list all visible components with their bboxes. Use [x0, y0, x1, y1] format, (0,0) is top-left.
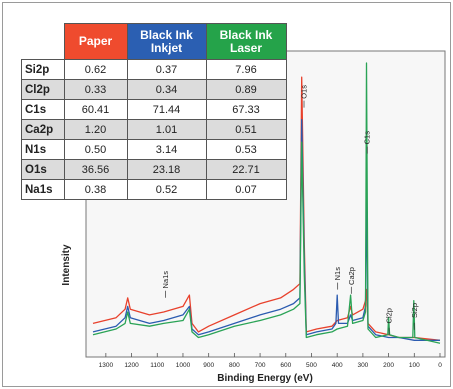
table-row: Ca2p 1.20 1.01 0.51 [21, 119, 287, 140]
element-cell: C1s [21, 99, 65, 120]
peak-label: Na1s [161, 271, 170, 289]
value-cell: 0.52 [126, 179, 207, 200]
x-tick-label: 700 [255, 362, 266, 369]
x-tick-label: 600 [280, 362, 291, 369]
element-cell: Ca2p [21, 119, 65, 140]
peak-label: Ca2p [347, 267, 356, 285]
value-cell: 7.96 [205, 59, 287, 80]
peak-label: N1s [333, 267, 342, 281]
peak-label: Si2p [410, 303, 419, 318]
table-row: O1s 36.56 23.18 22.71 [21, 159, 287, 180]
x-axis-label: Binding Energy (eV) [217, 373, 313, 384]
value-cell: 0.53 [205, 139, 287, 160]
value-cell: 0.62 [63, 59, 128, 80]
table-corner [21, 23, 65, 60]
element-cell: Na1s [21, 179, 65, 200]
value-cell: 67.33 [205, 99, 287, 120]
value-cell: 22.71 [205, 159, 287, 180]
element-cell: Cl2p [21, 79, 65, 100]
peak-label: O1s [300, 85, 309, 99]
series-line-2 [92, 62, 441, 344]
y-axis-label: Intensity [61, 244, 72, 286]
x-tick-label: 400 [332, 362, 343, 369]
value-cell: 23.18 [126, 159, 207, 180]
value-cell: 0.89 [205, 79, 287, 100]
composition-table: Paper Black Ink Inkjet Black Ink Laser S… [21, 23, 287, 200]
value-cell: 0.50 [63, 139, 128, 160]
peak-label: C1s [363, 131, 372, 145]
x-tick-label: 800 [229, 362, 240, 369]
table-row: N1s 0.50 3.14 0.53 [21, 139, 287, 160]
table-row: Si2p 0.62 0.37 7.96 [21, 59, 287, 80]
table-row: C1s 60.41 71.44 67.33 [21, 99, 287, 120]
x-tick-label: 500 [306, 362, 317, 369]
column-header-paper: Paper [63, 23, 128, 60]
x-tick-label: 200 [383, 362, 394, 369]
value-cell: 0.33 [63, 79, 128, 100]
element-cell: Si2p [21, 59, 65, 80]
x-tick-label: 1300 [99, 362, 114, 369]
value-cell: 0.07 [205, 179, 287, 200]
series-line-0 [92, 76, 441, 341]
x-tick-label: 1200 [124, 362, 139, 369]
table-header-row: Paper Black Ink Inkjet Black Ink Laser [21, 23, 287, 60]
value-cell: 3.14 [126, 139, 207, 160]
element-cell: N1s [21, 139, 65, 160]
x-tick-label: 300 [357, 362, 368, 369]
column-header-inkjet: Black Ink Inkjet [126, 23, 207, 60]
x-tick-label: 1000 [176, 362, 191, 369]
x-tick-label: 1100 [150, 362, 164, 369]
value-cell: 1.01 [126, 119, 207, 140]
peak-label: Cl2p [385, 308, 394, 323]
table-row: Cl2p 0.33 0.34 0.89 [21, 79, 287, 100]
value-cell: 0.38 [63, 179, 128, 200]
value-cell: 1.20 [63, 119, 128, 140]
value-cell: 0.37 [126, 59, 207, 80]
element-cell: O1s [21, 159, 65, 180]
value-cell: 36.56 [63, 159, 128, 180]
value-cell: 0.51 [205, 119, 287, 140]
value-cell: 0.34 [126, 79, 207, 100]
x-tick-label: 0 [438, 362, 442, 369]
value-cell: 71.44 [126, 99, 207, 120]
value-cell: 60.41 [63, 99, 128, 120]
x-tick-label: 900 [203, 362, 214, 369]
column-header-laser: Black Ink Laser [205, 23, 287, 60]
x-tick-label: 100 [409, 362, 420, 369]
table-row: Na1s 0.38 0.52 0.07 [21, 179, 287, 200]
